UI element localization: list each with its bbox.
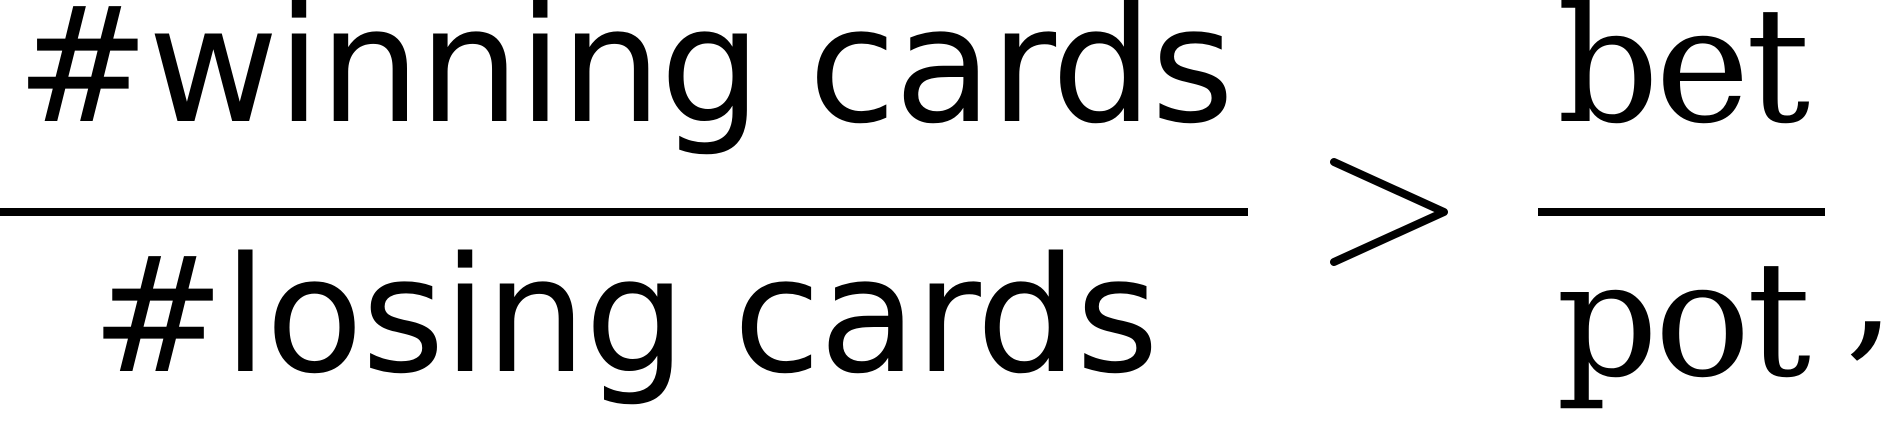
trailing-comma: , — [1845, 204, 1881, 364]
fraction-bar — [1538, 208, 1825, 216]
winning-cards-numerator: #winning cards — [15, 0, 1234, 159]
losing-cards-denominator: #losing cards — [91, 222, 1159, 409]
bet-numerator: bet — [1556, 0, 1810, 159]
pot-denominator: pot — [1555, 226, 1811, 413]
cards-ratio-fraction: #winning cards #losing cards — [0, 0, 1248, 409]
greater-than-symbol — [1330, 158, 1448, 266]
fraction-bar — [0, 208, 1248, 216]
bet-pot-fraction: bet pot — [1538, 0, 1825, 432]
